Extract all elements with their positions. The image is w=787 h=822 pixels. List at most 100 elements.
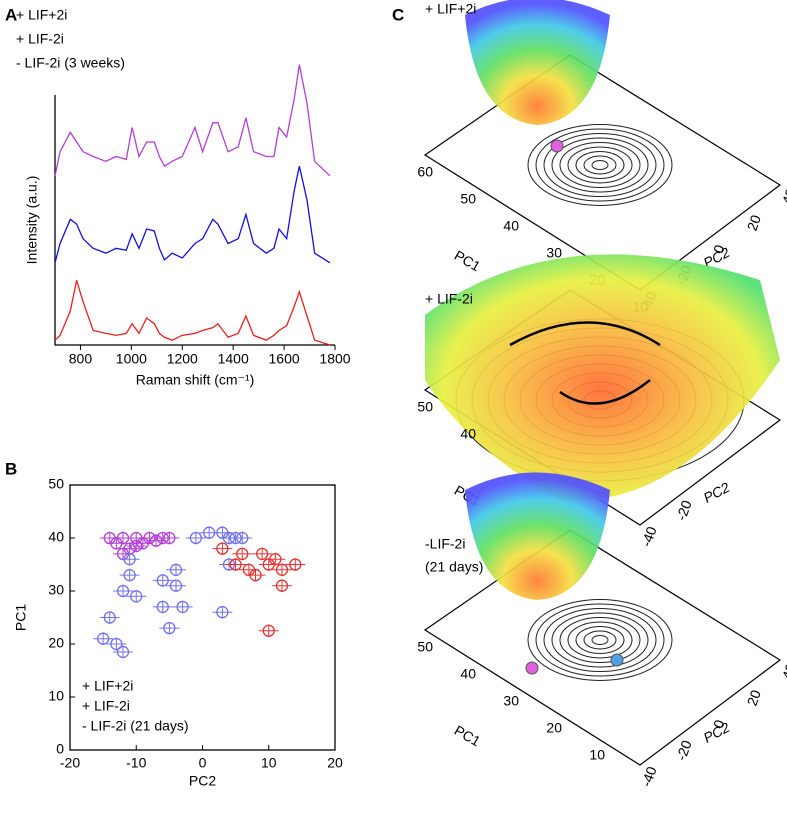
panel-letter: C [392, 5, 404, 24]
pc2-label: PC2 [701, 479, 733, 506]
x-tick-label: 1200 [167, 351, 198, 367]
pc1-tick-label: 40 [460, 426, 476, 442]
landscape-surface [465, 0, 610, 125]
contour [567, 146, 633, 184]
pc2-tick-label: -40 [638, 524, 660, 549]
point [255, 547, 269, 561]
point [275, 579, 289, 592]
point [163, 531, 176, 545]
contour [543, 133, 657, 197]
point [156, 600, 169, 614]
landscape-surface [425, 254, 780, 501]
pc1-label: PC1 [452, 722, 484, 750]
pc2-tick-label: -20 [673, 738, 695, 763]
point [176, 600, 189, 614]
point [123, 568, 136, 582]
y-tick-label: 40 [48, 529, 64, 545]
point [96, 632, 110, 645]
contour [527, 124, 673, 206]
point [149, 534, 163, 547]
legend-entry: + LIF-2i [82, 698, 130, 714]
point [289, 558, 302, 571]
spectrum [54, 280, 331, 346]
point [123, 553, 136, 566]
contour [535, 603, 665, 677]
point [156, 574, 169, 587]
condition-label: + LIF-2i [425, 291, 473, 307]
spectrum [54, 64, 331, 177]
point [189, 531, 203, 545]
x-tick-label: 20 [327, 755, 343, 771]
contour [567, 621, 633, 659]
y-tick-label: 10 [48, 688, 64, 704]
contour [559, 142, 641, 188]
contour [591, 160, 609, 170]
point [169, 579, 183, 592]
y-axis-label: PC1 [13, 604, 29, 631]
contour [559, 617, 641, 663]
pc1-tick-label: 60 [417, 164, 433, 180]
legend-entry: - LIF-2i (21 days) [82, 718, 189, 734]
y-tick-label: 30 [48, 582, 64, 598]
point [229, 558, 242, 571]
spectrum [54, 166, 331, 264]
point [136, 537, 150, 550]
point [275, 563, 289, 576]
y-tick-label: 20 [48, 635, 64, 651]
cell-state [550, 139, 564, 153]
contour [583, 630, 617, 650]
point [269, 553, 282, 566]
point [169, 563, 183, 576]
point [262, 624, 275, 637]
pc2-tick-label: 20 [744, 213, 764, 233]
x-tick-label: 1600 [269, 351, 300, 367]
condition-label: (21 days) [425, 559, 483, 575]
point [249, 568, 262, 582]
x-tick-label: 0 [199, 755, 207, 771]
pc1-tick-label: 50 [417, 639, 433, 655]
point [236, 547, 249, 561]
landscape-surface [465, 472, 610, 600]
point [103, 611, 116, 624]
cell-state [610, 653, 624, 667]
pc1-tick-label: 40 [503, 218, 519, 234]
x-tick-label: 1000 [116, 351, 147, 367]
pc2-tick-label: 20 [744, 688, 764, 708]
point [116, 584, 130, 598]
panel-letter: B [5, 459, 17, 478]
x-tick-label: -10 [126, 755, 146, 771]
pc1-tick-label: 30 [503, 693, 519, 709]
cell-state [525, 661, 539, 675]
axis [54, 95, 335, 346]
legend-entry: - LIF-2i (3 weeks) [16, 55, 125, 71]
point [216, 542, 229, 555]
pc1-tick-label: 20 [546, 720, 562, 736]
y-axis-label: Intensity (a.u.) [24, 176, 40, 265]
x-tick-label: 1400 [218, 351, 249, 367]
pc2-tick-label: -20 [673, 498, 695, 523]
x-tick-label: 10 [261, 755, 277, 771]
contour [543, 608, 657, 672]
point [110, 637, 123, 651]
condition-label: + LIF+2i [425, 1, 476, 17]
x-tick-label: 800 [69, 351, 93, 367]
x-tick-label: -20 [60, 755, 80, 771]
contour [575, 626, 625, 654]
y-tick-label: 50 [48, 476, 64, 492]
transition-arrow [509, 321, 661, 347]
point [163, 621, 176, 635]
contour [551, 612, 649, 668]
point [130, 539, 143, 553]
pc1-tick-label: 30 [546, 245, 562, 261]
legend-entry: + LIF-2i [16, 31, 64, 47]
pc2-tick-label: -40 [638, 764, 660, 789]
contour [575, 151, 625, 179]
panel-letter: A [5, 5, 17, 24]
pc2-tick-label: 40 [779, 661, 787, 681]
point [130, 590, 143, 603]
pc1-tick-label: 50 [417, 399, 433, 415]
pc1-tick-label: 10 [589, 747, 605, 763]
y-tick-label: 0 [56, 741, 64, 757]
